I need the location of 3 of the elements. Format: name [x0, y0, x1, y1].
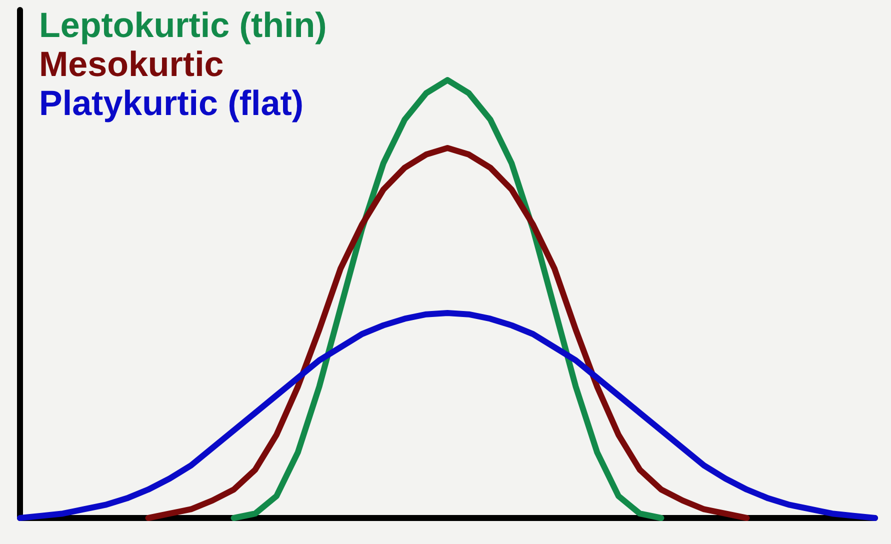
text: Mesokurtic: [39, 45, 224, 84]
text: Platykurtic (flat): [39, 84, 304, 123]
text: Leptokurtic (thin): [39, 6, 327, 45]
